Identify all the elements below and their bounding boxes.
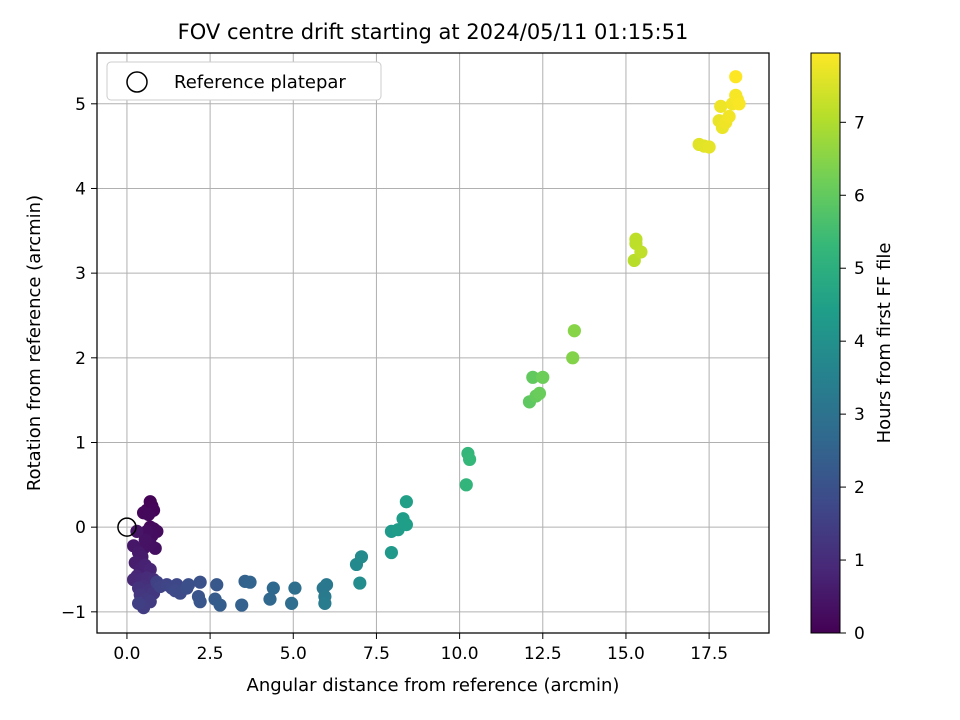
colorbar: 0 1 2 3 4 5 6 7 Hours from first FF file xyxy=(810,52,895,644)
data-point xyxy=(266,581,280,595)
scatter-points xyxy=(126,70,746,615)
x-tick-label: 10.0 xyxy=(441,644,479,664)
colorbar-gradient xyxy=(810,52,841,634)
data-point xyxy=(193,595,207,609)
data-point xyxy=(384,545,399,560)
y-tick-label: 5 xyxy=(75,95,86,115)
colorbar-ticks: 0 1 2 3 4 5 6 7 xyxy=(840,113,865,644)
data-point xyxy=(319,578,334,592)
data-point xyxy=(629,232,643,246)
x-tick-label: 5.0 xyxy=(280,644,307,664)
colorbar-tick-label: 7 xyxy=(854,113,865,133)
data-point xyxy=(141,507,156,522)
colorbar-tick-label: 5 xyxy=(854,259,865,279)
data-point xyxy=(235,598,249,612)
x-tick-label: 17.5 xyxy=(690,644,728,664)
legend-box xyxy=(106,61,382,101)
grid-lines xyxy=(97,53,769,633)
x-tick-label: 7.5 xyxy=(363,644,390,664)
data-point xyxy=(288,581,302,595)
data-point xyxy=(567,324,581,338)
data-point xyxy=(536,370,550,384)
data-point xyxy=(243,575,257,589)
data-point xyxy=(213,598,227,612)
data-point xyxy=(714,99,728,113)
data-point xyxy=(353,576,367,590)
y-tick-label: 3 xyxy=(75,264,86,284)
x-tick-label: 0.0 xyxy=(113,644,140,664)
data-point xyxy=(732,97,746,111)
colorbar-tick-label: 3 xyxy=(854,405,865,425)
data-point xyxy=(462,452,477,467)
reference-platepar-marker xyxy=(117,517,137,537)
data-point xyxy=(634,245,648,259)
y-axis-label: Rotation from reference (arcmin) xyxy=(24,195,45,491)
colorbar-tick-label: 2 xyxy=(854,478,865,498)
data-point xyxy=(722,109,736,124)
data-point xyxy=(702,140,716,154)
chart-title: FOV centre drift starting at 2024/05/11 … xyxy=(178,20,689,44)
y-tick-label: 0 xyxy=(75,518,86,538)
x-tick-label: 2.5 xyxy=(197,644,224,664)
x-axis-label: Angular distance from reference (arcmin) xyxy=(247,675,620,696)
colorbar-tick-label: 1 xyxy=(854,551,865,571)
plot-area xyxy=(96,52,770,634)
legend-label: Reference platepar xyxy=(174,72,346,93)
y-tick-label: 2 xyxy=(75,349,86,369)
legend-marker-icon xyxy=(126,71,148,93)
data-point xyxy=(131,596,146,610)
x-tick-label: 12.5 xyxy=(524,644,562,664)
data-point xyxy=(181,578,196,592)
data-point xyxy=(263,592,277,606)
data-point xyxy=(532,386,547,400)
data-point xyxy=(318,596,332,610)
colorbar-label: Hours from first FF file xyxy=(874,243,895,444)
colorbar-tick-label: 4 xyxy=(854,332,865,352)
y-tick-label: 4 xyxy=(75,179,86,199)
x-tick-label: 15.0 xyxy=(607,644,645,664)
data-point xyxy=(729,70,743,84)
legend: Reference platepar xyxy=(106,61,382,101)
data-point xyxy=(526,370,540,384)
data-point xyxy=(399,495,413,509)
y-axis-ticks: −1 0 1 2 3 4 5 xyxy=(61,95,97,623)
data-point xyxy=(210,578,224,592)
data-point xyxy=(566,351,580,365)
y-tick-label: 1 xyxy=(75,433,86,453)
data-point xyxy=(130,524,144,538)
y-tick-label: −1 xyxy=(61,603,86,623)
data-point xyxy=(459,478,473,492)
colorbar-tick-label: 6 xyxy=(854,186,865,206)
data-point xyxy=(354,550,369,564)
data-point xyxy=(399,518,413,532)
x-axis-ticks: 0.0 2.5 5.0 7.5 10.0 12.5 15.0 17.5 xyxy=(113,633,728,664)
colorbar-tick-label: 0 xyxy=(854,624,865,644)
data-point xyxy=(193,575,207,589)
data-point xyxy=(285,596,299,610)
